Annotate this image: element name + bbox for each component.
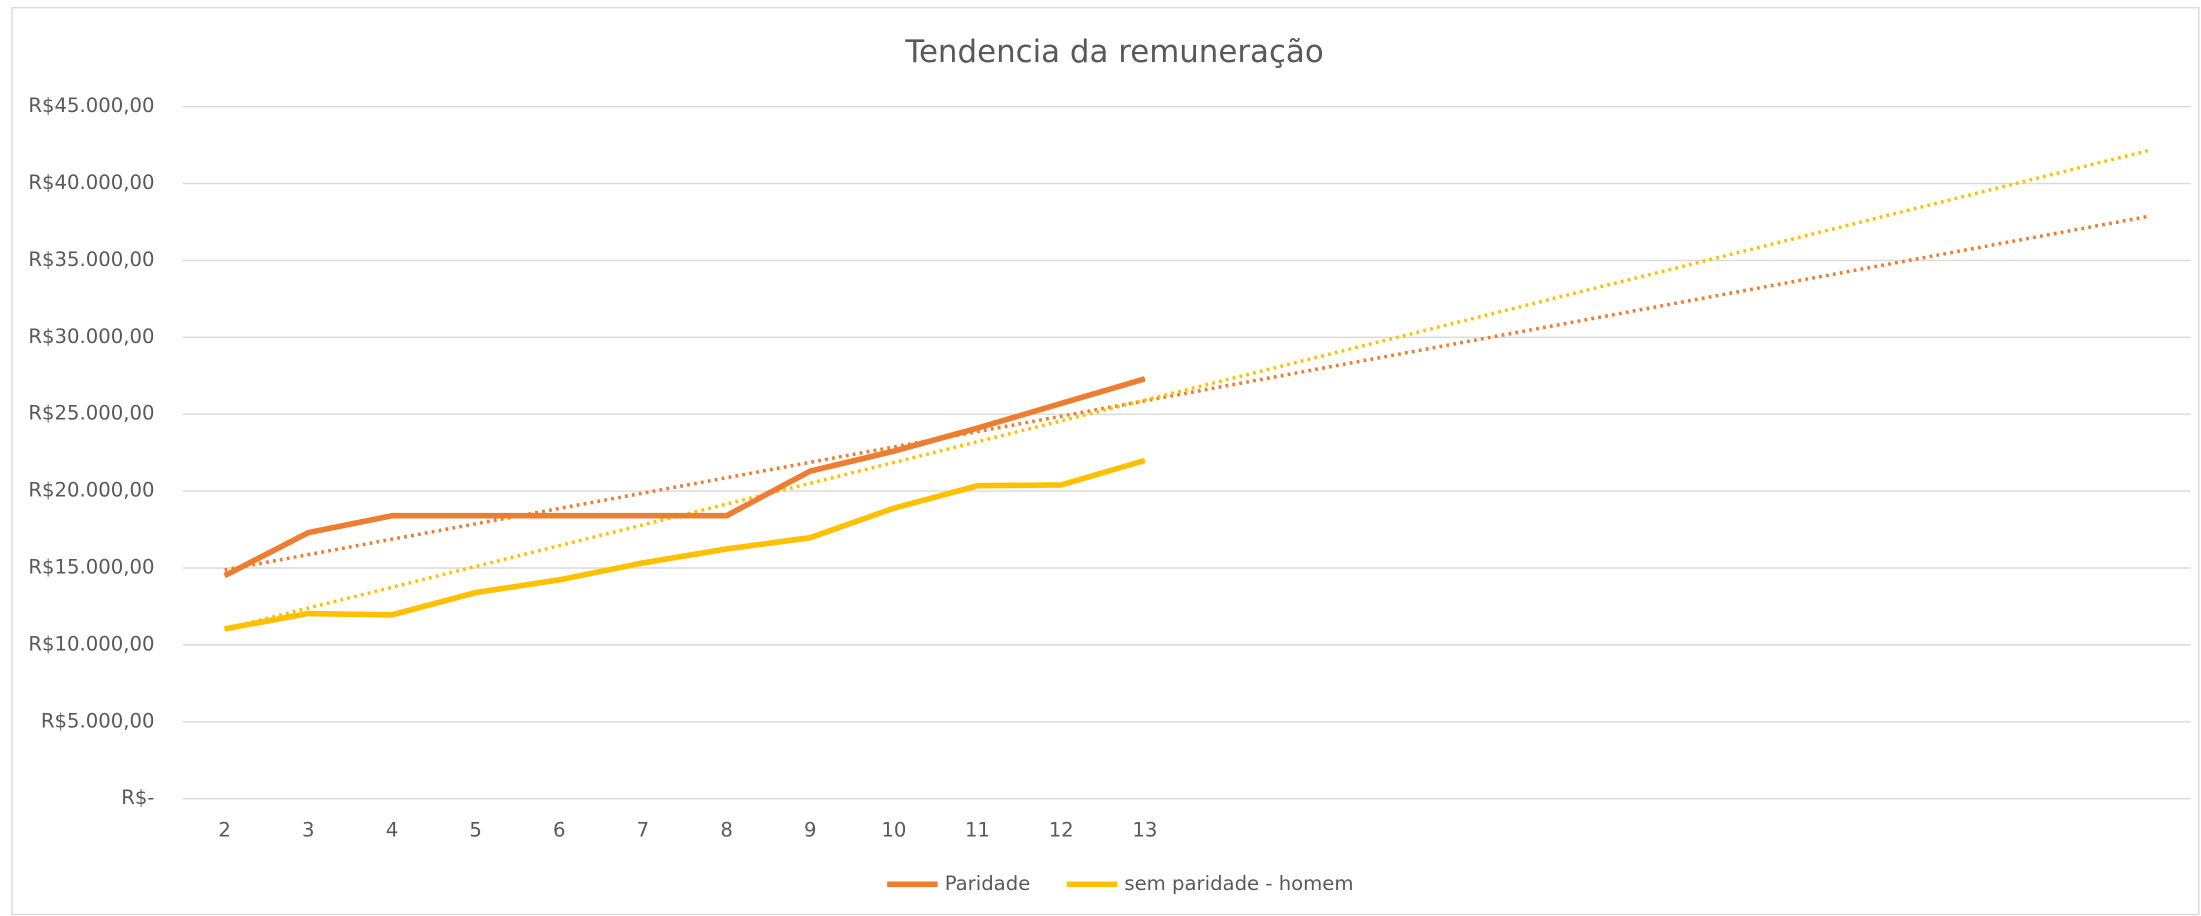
x-tick-label: 8 bbox=[720, 818, 733, 841]
y-tick-label: R$- bbox=[121, 786, 154, 809]
legend-label: Paridade bbox=[945, 872, 1031, 895]
x-tick-label: 11 bbox=[965, 818, 990, 841]
y-tick-label: R$5.000,00 bbox=[41, 709, 155, 732]
x-tick-label: 9 bbox=[804, 818, 817, 841]
y-tick-label: R$45.000,00 bbox=[28, 94, 154, 117]
x-tick-label: 7 bbox=[637, 818, 650, 841]
trendline bbox=[224, 148, 2150, 631]
x-tick-label: 6 bbox=[553, 818, 566, 841]
chart-border bbox=[11, 7, 2200, 916]
chart-title: Tendencia da remuneração bbox=[904, 34, 1323, 70]
series-line bbox=[224, 457, 1146, 632]
x-tick-label: 4 bbox=[386, 818, 399, 841]
x-tick-label: 13 bbox=[1132, 818, 1157, 841]
y-tick-label: R$35.000,00 bbox=[28, 248, 154, 271]
y-tick-label: R$30.000,00 bbox=[28, 325, 154, 348]
x-tick-label: 12 bbox=[1049, 818, 1074, 841]
y-tick-label: R$15.000,00 bbox=[28, 555, 154, 578]
y-tick-label: R$25.000,00 bbox=[28, 402, 154, 425]
x-tick-label: 5 bbox=[469, 818, 482, 841]
trendline bbox=[224, 214, 2150, 572]
x-tick-label: 2 bbox=[218, 818, 231, 841]
y-tick-label: R$20.000,00 bbox=[28, 479, 154, 502]
y-tick-label: R$10.000,00 bbox=[28, 632, 154, 655]
series-line bbox=[223, 376, 1146, 579]
y-tick-label: R$40.000,00 bbox=[28, 171, 154, 194]
x-tick-label: 10 bbox=[881, 818, 906, 841]
legend-label: sem paridade - homem bbox=[1124, 872, 1353, 895]
x-tick-label: 3 bbox=[302, 818, 315, 841]
